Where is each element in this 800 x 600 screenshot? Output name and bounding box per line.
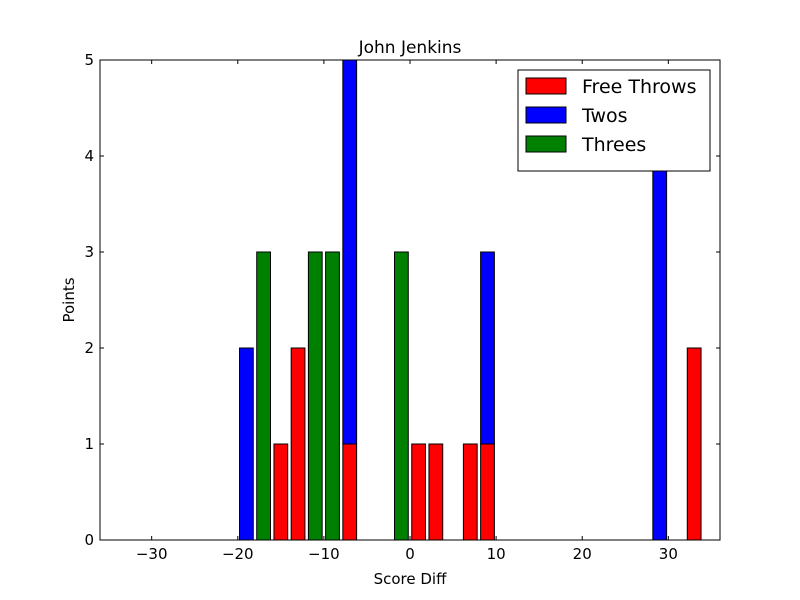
x-tick-label: −10 [308, 545, 340, 563]
bar-free-throws-14 [342, 443, 358, 541]
bar-twos-8 [239, 347, 254, 541]
bar-threes-17 [394, 251, 409, 541]
y-tick-label: 0 [84, 531, 94, 549]
bar-free-throws-34 [686, 347, 702, 541]
x-tick-label: 20 [573, 545, 592, 563]
bar-free-throws-11 [290, 347, 306, 541]
chart-title: John Jenkins [358, 38, 462, 58]
y-tick-label: 5 [84, 51, 94, 69]
y-tick-label: 1 [84, 435, 94, 453]
bar-free-throws-10 [273, 443, 289, 541]
bar-threes-9 [256, 251, 272, 541]
y-tick-label: 4 [84, 147, 94, 165]
legend-swatch-free-throws [525, 77, 567, 95]
x-tick-label: 0 [405, 545, 415, 563]
bar-threes-12 [307, 251, 323, 541]
legend-swatch-twos [525, 106, 567, 124]
y-tick-label: 3 [84, 243, 94, 261]
legend-label-threes: Threes [581, 134, 646, 156]
y-tick-label: 2 [84, 339, 94, 357]
bar-free-throws-22 [480, 443, 495, 541]
bar-free-throws-19 [428, 443, 444, 541]
bar-twos-32 [652, 155, 668, 541]
bar-free-throws-18 [411, 443, 427, 541]
x-axis-label: Score Diff [374, 570, 447, 588]
x-tick-label: 30 [659, 545, 678, 563]
x-tick-label: 10 [487, 545, 506, 563]
bar-twos-14 [342, 59, 358, 445]
legend-label-twos: Twos [581, 105, 628, 127]
x-tick-label: −30 [136, 545, 168, 563]
legend-label-free-throws: Free Throws [582, 76, 696, 98]
bar-free-throws-21 [462, 443, 478, 541]
legend-swatch-threes [525, 135, 567, 153]
ticks-layer: −30 −20 −10 0 10 20 30 0 1 2 3 4 5 [84, 51, 720, 563]
x-tick-label: −20 [222, 545, 254, 563]
bar-twos-22 [480, 251, 495, 445]
y-axis-label: Points [60, 277, 78, 322]
legend: Free Throws Twos Threes [517, 69, 711, 172]
bar-threes-13 [325, 251, 340, 541]
